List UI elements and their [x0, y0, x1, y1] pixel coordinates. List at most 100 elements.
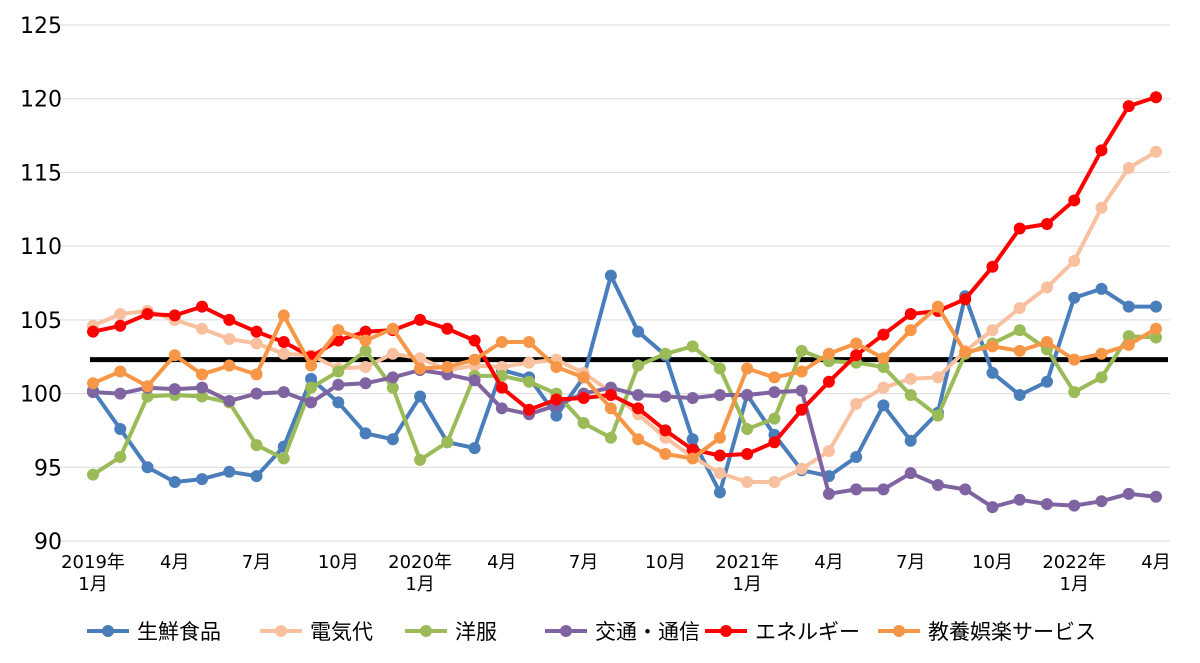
legend-marker	[420, 625, 432, 637]
data-point	[495, 361, 508, 374]
data-point	[223, 359, 236, 372]
data-point	[250, 368, 263, 381]
data-point	[114, 422, 127, 435]
data-point	[223, 313, 236, 326]
legend-label: 洋服	[455, 620, 497, 644]
data-point	[850, 397, 863, 410]
data-point	[713, 486, 726, 499]
x-tick-label: 2020年 1月	[388, 552, 452, 595]
data-point	[1013, 493, 1026, 506]
x-tick-label: 4月	[160, 552, 189, 573]
data-point	[741, 476, 754, 489]
data-point	[904, 434, 917, 447]
data-point	[795, 403, 808, 416]
y-tick-label: 95	[34, 456, 62, 481]
data-point	[523, 356, 536, 369]
data-point	[332, 396, 345, 409]
data-point	[741, 362, 754, 375]
data-point	[1013, 324, 1026, 337]
data-point	[768, 386, 781, 399]
x-tick-label-line: 2019年	[61, 552, 125, 573]
data-point	[768, 371, 781, 384]
data-point	[196, 322, 209, 335]
data-point	[168, 349, 181, 362]
data-point	[822, 347, 835, 360]
data-point	[741, 389, 754, 402]
data-point	[359, 361, 372, 374]
x-tick-label: 2021年 1月	[715, 552, 779, 595]
x-tick-label-line: 2022年	[1042, 552, 1106, 573]
data-point	[277, 386, 290, 399]
data-point	[795, 365, 808, 378]
data-point	[250, 325, 263, 338]
data-point	[523, 403, 536, 416]
data-point	[441, 361, 454, 374]
data-point	[277, 347, 290, 360]
data-point	[468, 442, 481, 455]
data-point	[359, 334, 372, 347]
data-point	[196, 381, 209, 394]
data-point	[877, 399, 890, 412]
data-point	[632, 402, 645, 415]
data-point	[223, 394, 236, 407]
data-point	[959, 293, 972, 306]
x-tick-label-line: 7月	[569, 552, 598, 573]
data-point	[550, 361, 563, 374]
data-point	[986, 501, 999, 514]
data-point	[277, 452, 290, 465]
data-point	[1095, 371, 1108, 384]
data-point	[414, 390, 427, 403]
data-point	[822, 445, 835, 458]
data-point	[1068, 291, 1081, 304]
data-point	[305, 372, 318, 385]
data-point	[986, 260, 999, 273]
data-point	[822, 375, 835, 388]
data-point	[141, 380, 154, 393]
legend-marker	[275, 625, 287, 637]
x-tick-label: 10月	[318, 552, 359, 573]
data-point	[632, 325, 645, 338]
y-tick-label: 120	[20, 88, 62, 113]
data-point	[659, 448, 672, 461]
data-point	[332, 334, 345, 347]
data-point	[795, 462, 808, 475]
y-tick-label: 100	[20, 383, 62, 408]
legend-item: 生鮮食品	[87, 620, 221, 644]
data-point	[332, 324, 345, 337]
data-point	[523, 375, 536, 388]
data-point	[1150, 331, 1162, 344]
data-point	[523, 335, 536, 348]
data-point	[305, 359, 318, 372]
legend-label: 交通・通信	[595, 620, 700, 644]
x-tick-label: 10月	[972, 552, 1013, 573]
data-point	[141, 390, 154, 403]
data-point	[686, 443, 699, 456]
data-point	[768, 436, 781, 449]
series-0	[87, 269, 1162, 499]
data-point	[713, 362, 726, 375]
series-1	[87, 145, 1162, 489]
x-tick-label-line: 4月	[487, 552, 516, 573]
y-tick-label: 110	[20, 235, 62, 260]
data-point	[1122, 330, 1135, 343]
data-point	[713, 449, 726, 462]
data-point	[87, 325, 99, 338]
data-point	[1040, 281, 1053, 294]
x-tick-label-line: 10月	[972, 552, 1013, 573]
legend-label: エネルギー	[755, 620, 860, 644]
x-tick-label: 2019年 1月	[61, 552, 125, 595]
data-point	[441, 436, 454, 449]
x-tick-label-line: 7月	[896, 552, 925, 573]
data-point	[359, 325, 372, 338]
data-point	[386, 347, 399, 360]
data-point	[904, 372, 917, 385]
data-point	[1150, 490, 1162, 503]
legend-item: 教養娯楽サービス	[878, 620, 1096, 644]
x-tick-label: 2022年 1月	[1042, 552, 1106, 595]
data-point	[196, 390, 209, 403]
data-point	[577, 391, 590, 404]
data-point	[305, 396, 318, 409]
data-point	[1095, 144, 1108, 157]
data-point	[686, 391, 699, 404]
